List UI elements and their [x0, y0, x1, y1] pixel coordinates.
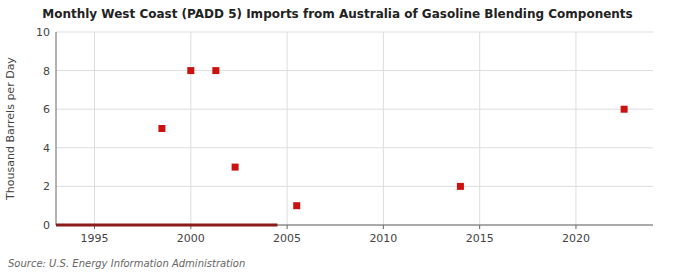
x-grid-line — [287, 32, 288, 225]
line — [56, 224, 277, 227]
point — [457, 183, 464, 190]
title: Monthly West Coast (PADD 5) Imports from… — [42, 7, 632, 21]
x-tick — [287, 225, 288, 229]
x-grid-line — [94, 32, 95, 225]
source-note: Source: U.S. Energy Information Administ… — [8, 258, 245, 269]
x-grid-line — [575, 32, 576, 225]
point — [158, 125, 165, 132]
point — [621, 106, 628, 113]
x-tick-label: 2015 — [466, 232, 494, 245]
x-tick-label: 2010 — [369, 232, 397, 245]
y-grid-line — [56, 109, 653, 110]
x-tick-label: 2020 — [562, 232, 590, 245]
chart: Monthly West Coast (PADD 5) Imports from… — [0, 0, 675, 275]
point — [232, 164, 239, 171]
y-axis-line — [56, 32, 57, 225]
y-tick-label: 10 — [36, 26, 50, 39]
y-tick-label: 8 — [43, 65, 50, 78]
y-tick-label: 4 — [43, 142, 50, 155]
x-grid-line — [383, 32, 384, 225]
y-tick-label: 6 — [43, 103, 50, 116]
y-tick-label: 0 — [43, 219, 50, 232]
x-grid-line — [190, 32, 191, 225]
x-tick-label: 1995 — [81, 232, 109, 245]
y-axis-label: Thousand Barrels per Day — [4, 57, 17, 201]
y-grid-line — [56, 186, 653, 187]
y-grid-line — [56, 32, 653, 33]
y-grid-line — [56, 70, 653, 71]
x-tick — [479, 225, 480, 229]
x-tick-label: 2005 — [273, 232, 301, 245]
point — [187, 67, 194, 74]
x-tick-label: 2000 — [177, 232, 205, 245]
y-grid-line — [56, 225, 653, 226]
y-grid-line — [56, 147, 653, 148]
grid — [56, 32, 653, 225]
plot-area — [56, 67, 628, 225]
point — [293, 202, 300, 209]
point — [212, 67, 219, 74]
x-axis-line — [56, 225, 653, 226]
x-tick — [383, 225, 384, 229]
x-grid-line — [479, 32, 480, 225]
x-tick — [575, 225, 576, 229]
y-tick-label: 2 — [43, 180, 50, 193]
